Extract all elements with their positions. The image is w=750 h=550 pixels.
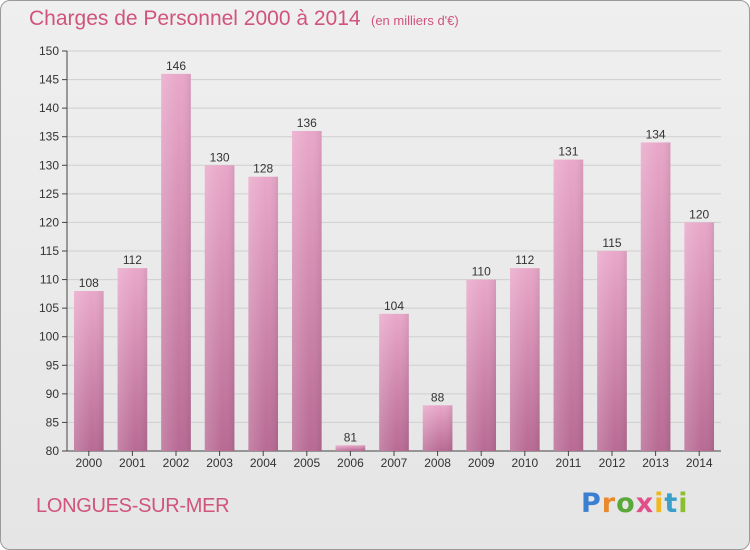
x-tick-label: 2001: [119, 456, 146, 470]
y-tick-label: 135: [39, 130, 59, 144]
bar-shade: [466, 279, 497, 451]
x-tick-label: 2008: [424, 456, 451, 470]
value-label: 130: [210, 150, 230, 164]
value-label: 110: [472, 265, 491, 279]
y-tick-label: 115: [40, 244, 59, 258]
bar-shade: [73, 291, 104, 451]
y-tick-label: 105: [39, 301, 59, 315]
x-tick-label: 2003: [206, 456, 233, 470]
bar-shade: [422, 405, 453, 451]
x-tick-label: 2009: [468, 456, 495, 470]
bar-shade: [684, 222, 715, 451]
value-label: 112: [515, 253, 534, 267]
bar-shade: [335, 445, 366, 451]
bar-shade: [553, 159, 584, 452]
logo-letter: x: [635, 488, 655, 519]
bar-shade: [640, 142, 671, 451]
value-label: 81: [344, 430, 358, 444]
value-label: 115: [602, 236, 621, 250]
proxiti-logo: Proxiti: [581, 488, 689, 519]
x-tick-label: 2010: [511, 456, 538, 470]
value-label: 146: [166, 59, 186, 73]
bar-shade: [117, 268, 148, 451]
logo-letter: t: [664, 488, 679, 519]
logo-letter: i: [678, 488, 689, 519]
logo-letter: i: [654, 488, 665, 519]
value-label: 104: [384, 299, 404, 313]
y-tick-label: 110: [40, 273, 59, 287]
y-tick-label: 150: [39, 44, 59, 58]
y-tick-label: 120: [39, 215, 59, 229]
chart-subtitle: (en milliers d'€): [371, 13, 459, 28]
chart-title: Charges de Personnel 2000 à 2014: [29, 7, 361, 30]
value-label: 120: [689, 207, 709, 221]
y-tick-label: 125: [39, 187, 59, 201]
town-name: LONGUES-SUR-MER: [36, 495, 230, 517]
bar-shade: [161, 73, 191, 451]
bar-shade: [379, 313, 409, 451]
y-tick-label: 130: [39, 158, 59, 172]
y-tick-label: 140: [39, 101, 59, 115]
value-label: 131: [558, 145, 578, 159]
y-tick-label: 145: [39, 73, 59, 87]
value-label: 112: [123, 253, 142, 267]
x-tick-label: 2000: [75, 456, 102, 470]
logo-letter: P: [581, 488, 602, 519]
labels: 108 2000 112 2001 146 2002 130 2003 128 2004 136 20…: [75, 59, 712, 470]
value-label: 128: [253, 162, 273, 176]
bar-shade: [204, 165, 235, 452]
value-label: 108: [79, 276, 99, 290]
bars: [73, 73, 715, 452]
bar-shade: [248, 176, 279, 451]
x-tick-label: 2013: [642, 456, 669, 470]
bar-shade: [291, 131, 322, 451]
x-tick-label: 2002: [163, 456, 190, 470]
y-tick-label: 80: [46, 444, 60, 458]
logo-letter: o: [616, 488, 636, 519]
value-label: 136: [297, 116, 317, 130]
x-tick-label: 2005: [293, 456, 320, 470]
value-label: 134: [646, 127, 666, 141]
x-tick-label: 2004: [250, 456, 277, 470]
bar-shade: [597, 251, 627, 451]
x-tick-label: 2007: [381, 456, 408, 470]
logo-letter: r: [601, 488, 617, 519]
x-tick-label: 2006: [337, 456, 364, 470]
y-tick-label: 85: [46, 415, 60, 429]
x-tick-label: 2011: [555, 456, 581, 470]
value-label: 88: [431, 390, 445, 404]
y-tick-label: 90: [46, 387, 60, 401]
y-tick-label: 95: [46, 358, 60, 372]
x-tick-label: 2014: [686, 456, 713, 470]
y-tick-label: 100: [39, 330, 59, 344]
x-tick-label: 2012: [599, 456, 626, 470]
bar-shade: [509, 268, 540, 451]
